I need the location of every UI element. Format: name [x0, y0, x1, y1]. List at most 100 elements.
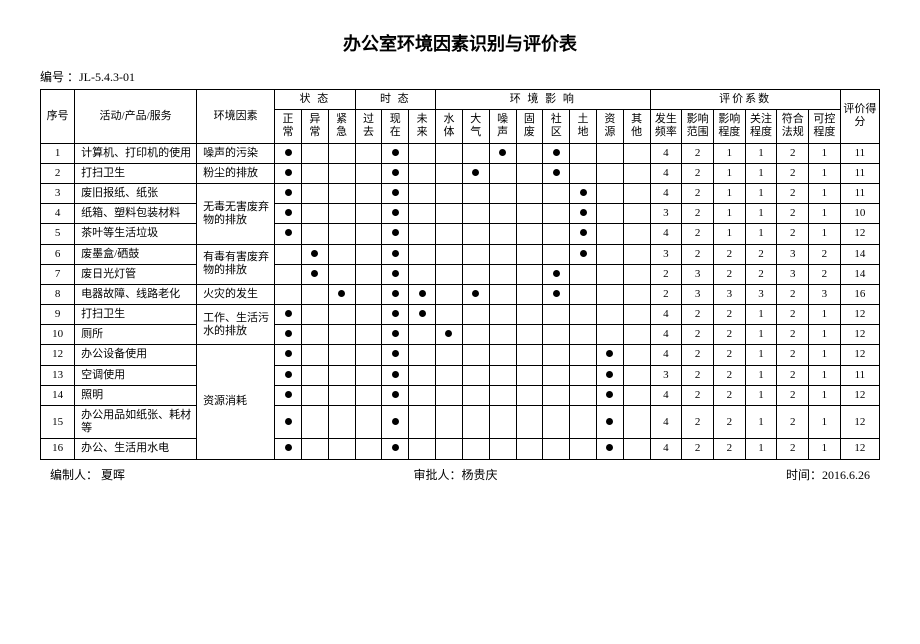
dot-icon [285, 310, 292, 317]
time-cell [382, 345, 409, 365]
cell-eval: 1 [745, 305, 777, 325]
impact-cell [623, 224, 650, 244]
impact-cell [596, 385, 623, 405]
dot-icon [285, 350, 292, 357]
impact-cell [623, 365, 650, 385]
cell-index: 4 [41, 204, 75, 224]
cell-eval: 1 [809, 325, 841, 345]
hdr-impact-3: 固废 [516, 110, 543, 143]
state-cell [275, 345, 302, 365]
impact-cell [623, 439, 650, 459]
dot-icon [392, 250, 399, 257]
cell-eval: 2 [713, 325, 745, 345]
dot-icon [553, 149, 560, 156]
cell-eval: 1 [809, 183, 841, 203]
dot-icon [285, 330, 292, 337]
hdr-eval-0: 发生频率 [650, 110, 682, 143]
hdr-index: 序号 [41, 90, 75, 144]
time-cell [355, 143, 382, 163]
table-row: 5茶叶等生活垃圾42112112 [41, 224, 880, 244]
cell-activity: 废墨盒/硒鼓 [75, 244, 197, 264]
time-cell [355, 224, 382, 244]
state-cell [328, 224, 355, 244]
state-cell [328, 325, 355, 345]
impact-cell [489, 224, 516, 244]
time-cell [382, 406, 409, 439]
impact-cell [570, 183, 597, 203]
cell-index: 13 [41, 365, 75, 385]
dot-icon [392, 418, 399, 425]
cell-eval: 1 [745, 143, 777, 163]
dot-icon [392, 310, 399, 317]
cell-eval: 1 [745, 365, 777, 385]
hdr-state-1: 异常 [301, 110, 328, 143]
cell-eval: 2 [713, 244, 745, 264]
cell-eval: 1 [809, 385, 841, 405]
hdr-eval-5: 可控程度 [809, 110, 841, 143]
cell-score: 16 [840, 284, 879, 304]
impact-cell [516, 439, 543, 459]
time-cell [409, 406, 436, 439]
state-cell [301, 224, 328, 244]
impact-cell [516, 305, 543, 325]
impact-cell [516, 224, 543, 244]
dot-icon [285, 189, 292, 196]
footer: 编制人： 夏晖 审批人：杨贵庆 时间：2016.6.26 [40, 466, 880, 483]
state-cell [275, 264, 302, 284]
time-cell [382, 439, 409, 459]
cell-factor: 噪声的污染 [197, 143, 275, 163]
impact-cell [462, 385, 489, 405]
dot-icon [499, 149, 506, 156]
cell-eval: 4 [650, 305, 682, 325]
impact-cell [489, 183, 516, 203]
cell-eval: 1 [713, 183, 745, 203]
state-cell [328, 264, 355, 284]
time-cell [409, 345, 436, 365]
impact-cell [623, 284, 650, 304]
cell-eval: 4 [650, 345, 682, 365]
time-cell [382, 204, 409, 224]
impact-cell [462, 284, 489, 304]
state-cell [328, 163, 355, 183]
impact-cell [462, 345, 489, 365]
impact-cell [543, 365, 570, 385]
dot-icon [338, 290, 345, 297]
cell-eval: 2 [682, 163, 714, 183]
state-cell [328, 204, 355, 224]
impact-cell [489, 305, 516, 325]
time-cell [355, 264, 382, 284]
impact-cell [570, 143, 597, 163]
impact-cell [436, 365, 463, 385]
state-cell [301, 325, 328, 345]
impact-cell [516, 183, 543, 203]
impact-cell [596, 305, 623, 325]
dot-icon [606, 350, 613, 357]
dot-icon [553, 290, 560, 297]
cell-index: 1 [41, 143, 75, 163]
cell-eval: 2 [777, 345, 809, 365]
cell-index: 12 [41, 345, 75, 365]
table-row: 2打扫卫生粉尘的排放42112111 [41, 163, 880, 183]
impact-cell [436, 345, 463, 365]
impact-cell [570, 385, 597, 405]
cell-eval: 2 [682, 365, 714, 385]
cell-eval: 2 [713, 385, 745, 405]
cell-eval: 2 [777, 204, 809, 224]
dot-icon [392, 391, 399, 398]
cell-eval: 4 [650, 406, 682, 439]
impact-cell [570, 406, 597, 439]
state-cell [328, 183, 355, 203]
cell-eval: 2 [682, 406, 714, 439]
impact-cell [489, 244, 516, 264]
time-cell [382, 325, 409, 345]
impact-cell [543, 163, 570, 183]
impact-cell [489, 264, 516, 284]
impact-cell [596, 406, 623, 439]
state-cell [301, 385, 328, 405]
impact-cell [436, 224, 463, 244]
cell-eval: 1 [745, 204, 777, 224]
cell-eval: 2 [650, 264, 682, 284]
impact-cell [570, 224, 597, 244]
time-cell [409, 305, 436, 325]
cell-eval: 2 [777, 325, 809, 345]
